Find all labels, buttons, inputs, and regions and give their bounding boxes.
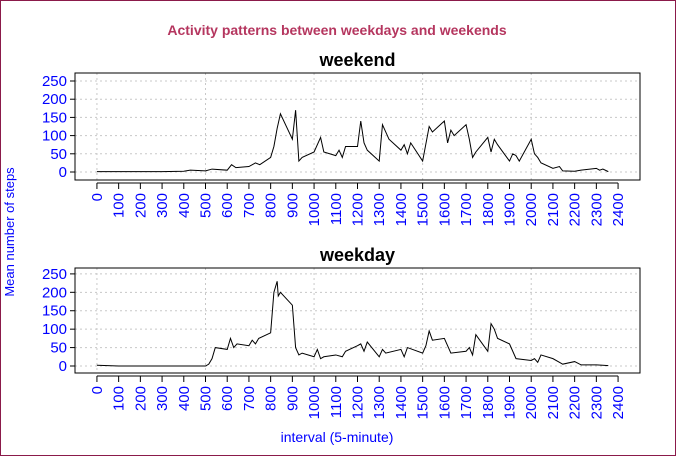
line [96,281,609,367]
line [96,110,609,173]
y-tick-label: 150 [42,303,67,320]
plot-box [74,267,641,374]
x-tick-label: 1500 [415,193,432,226]
y-axis-label: Mean number of steps [2,167,17,297]
y-tick-label: 200 [42,284,67,301]
x-tick-label: 500 [198,386,215,411]
x-tick-label: 1000 [306,386,323,419]
x-tick-label: 1800 [480,386,497,419]
x-tick-label: 2300 [588,386,605,419]
x-tick-label: 800 [263,386,280,411]
chart-title: Activity patterns between weekdays and w… [167,22,506,38]
y-tick-label: 250 [42,266,67,283]
x-tick-label: 1800 [480,193,497,226]
x-tick-label: 300 [154,386,171,411]
x-tick-label: 2000 [523,386,540,419]
x-tick-label: 900 [284,386,301,411]
x-tick-label: 2000 [523,193,540,226]
plot-box [74,72,641,181]
x-tick-label: 1600 [436,386,453,419]
y-tick-label: 250 [42,73,67,90]
y-tick-label: 100 [42,321,67,338]
y-tick-label: 0 [59,164,67,181]
x-tick-label: 1100 [328,193,345,225]
x-tick-label: 900 [284,193,301,218]
panel-title: weekend [318,50,395,70]
x-tick-label: 700 [241,193,258,218]
x-tick-label: 2400 [610,386,627,419]
x-tick-label: 300 [154,193,171,218]
x-tick-label: 2200 [567,193,584,226]
x-tick-label: 100 [111,193,128,218]
x-tick-label: 2100 [545,386,562,419]
x-axis-label: interval (5-minute) [281,429,394,445]
y-tick-label: 50 [50,340,67,357]
x-tick-label: 2400 [610,193,627,226]
x-tick-label: 200 [132,193,149,218]
x-tick-label: 2100 [545,193,562,226]
x-tick-label: 1700 [458,193,475,226]
x-tick-label: 1900 [501,193,518,226]
x-tick-label: 1600 [436,193,453,226]
x-tick-label: 0 [89,386,106,394]
x-tick-label: 1200 [350,193,367,226]
x-tick-label: 1400 [393,386,410,419]
y-tick-label: 150 [42,109,67,126]
x-tick-label: 1500 [415,386,432,419]
x-tick-label: 800 [263,193,280,218]
x-tick-label: 1300 [371,193,388,226]
x-tick-label: 500 [198,193,215,218]
y-tick-label: 200 [42,91,67,108]
x-tick-label: 1900 [501,386,518,419]
x-tick-label: 1100 [328,386,345,418]
x-tick-label: 1300 [371,386,388,419]
x-tick-label: 1700 [458,386,475,419]
x-tick-label: 600 [219,193,236,218]
x-tick-label: 1400 [393,193,410,226]
x-tick-label: 2300 [588,193,605,226]
x-tick-label: 100 [111,386,128,411]
x-tick-label: 0 [89,193,106,201]
x-tick-label: 600 [219,386,236,411]
y-tick-label: 0 [59,358,67,375]
x-tick-label: 400 [176,386,193,411]
y-tick-label: 50 [50,146,67,163]
panel-title: weekday [319,245,395,265]
x-tick-label: 700 [241,386,258,411]
y-tick-label: 100 [42,128,67,145]
x-tick-label: 1000 [306,193,323,226]
x-tick-label: 200 [132,386,149,411]
x-tick-label: 1200 [350,386,367,419]
x-tick-label: 2200 [567,386,584,419]
x-tick-label: 400 [176,193,193,218]
